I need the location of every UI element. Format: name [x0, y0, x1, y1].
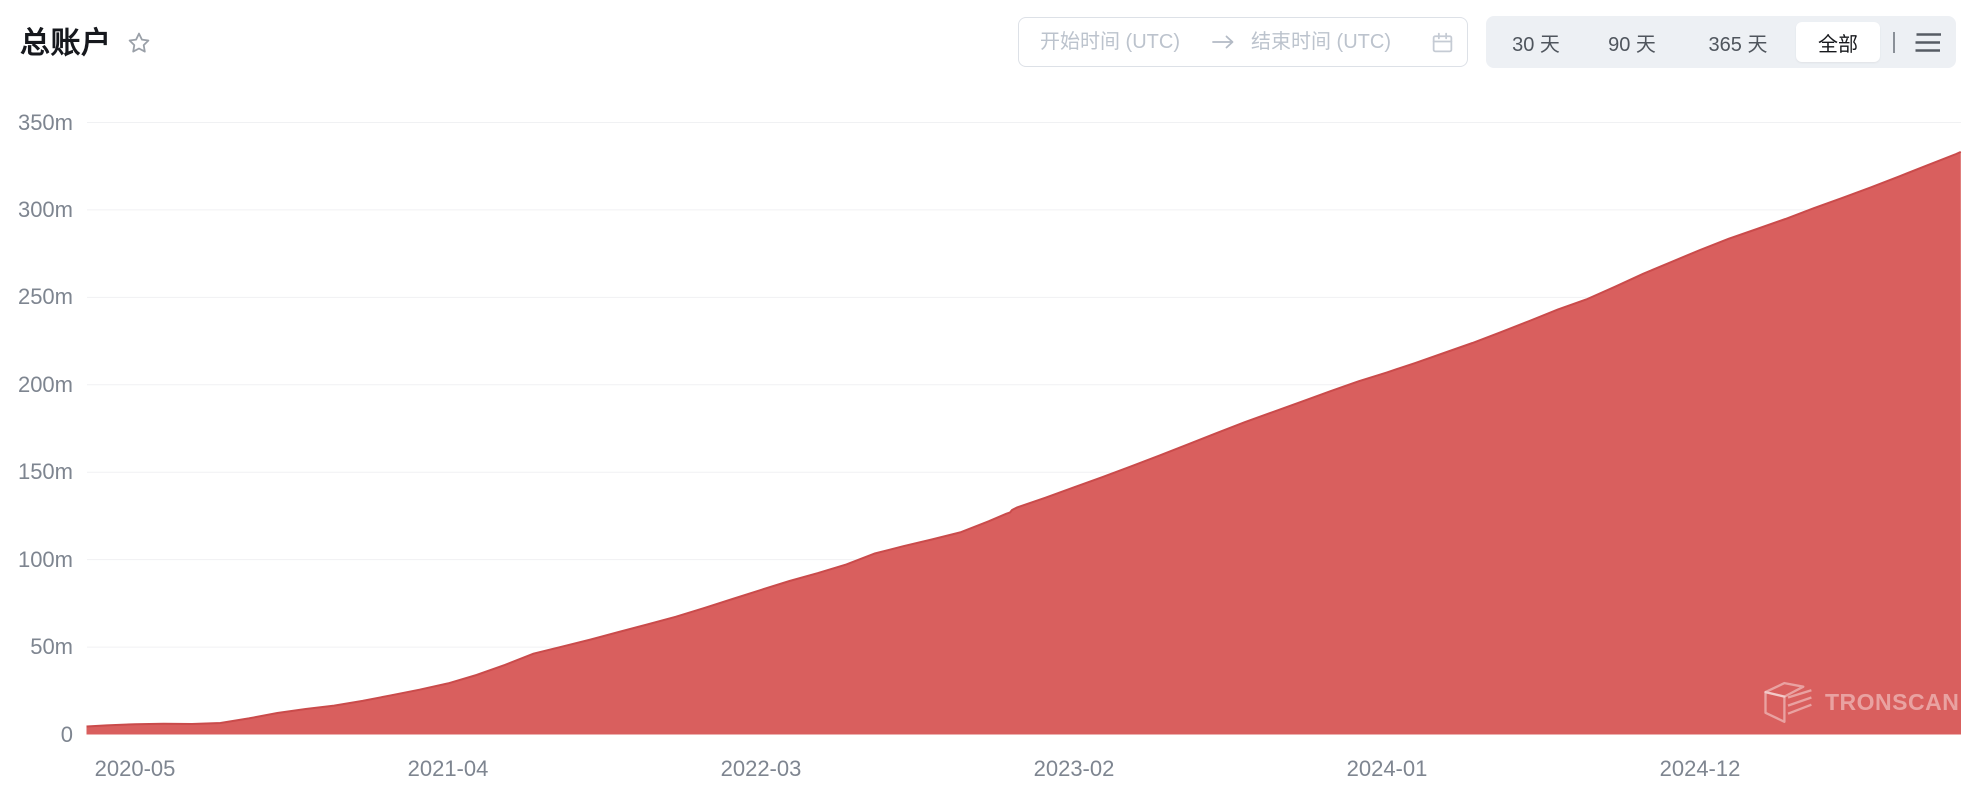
range-button-30d[interactable]: 30 天	[1502, 22, 1570, 62]
area-series-line	[86, 150, 1962, 728]
range-button-all[interactable]: 全部	[1796, 22, 1880, 62]
x-axis-label: 2020-05	[94, 756, 176, 781]
x-axis-label: 2023-02	[1033, 756, 1115, 781]
time-range-switcher: 30 天 90 天 365 天 全部	[1486, 16, 1956, 68]
x-axis-label: 2024-12	[1659, 756, 1741, 781]
area-series-fill	[86, 151, 1961, 735]
x-axis-label: 2022-03	[720, 756, 802, 781]
x-axis-label: 2021-04	[407, 756, 489, 781]
range-button-365d[interactable]: 365 天	[1699, 22, 1778, 62]
y-axis-label: 150m	[17, 459, 73, 485]
calendar-icon[interactable]	[1430, 30, 1455, 55]
range-button-90d[interactable]: 90 天	[1598, 22, 1666, 62]
arrow-right-icon	[1210, 35, 1236, 49]
y-axis-label: 350m	[17, 109, 73, 135]
page-title: 总账户	[20, 27, 112, 60]
y-axis-label: 50m	[30, 634, 73, 660]
y-axis-label: 250m	[17, 284, 73, 310]
hamburger-menu-icon[interactable]	[1913, 31, 1943, 54]
favorite-star-icon[interactable]	[127, 31, 151, 55]
y-axis-label: 300m	[17, 196, 73, 222]
end-time-input[interactable]	[1251, 30, 1430, 54]
divider	[1893, 32, 1895, 53]
y-axis-label: 0	[60, 721, 73, 747]
x-axis-label: 2024-01	[1346, 756, 1428, 781]
y-axis-label: 100m	[17, 546, 73, 572]
date-range-picker[interactable]	[1018, 17, 1468, 67]
y-axis-label: 200m	[17, 371, 73, 397]
start-time-input[interactable]	[1040, 30, 1210, 54]
